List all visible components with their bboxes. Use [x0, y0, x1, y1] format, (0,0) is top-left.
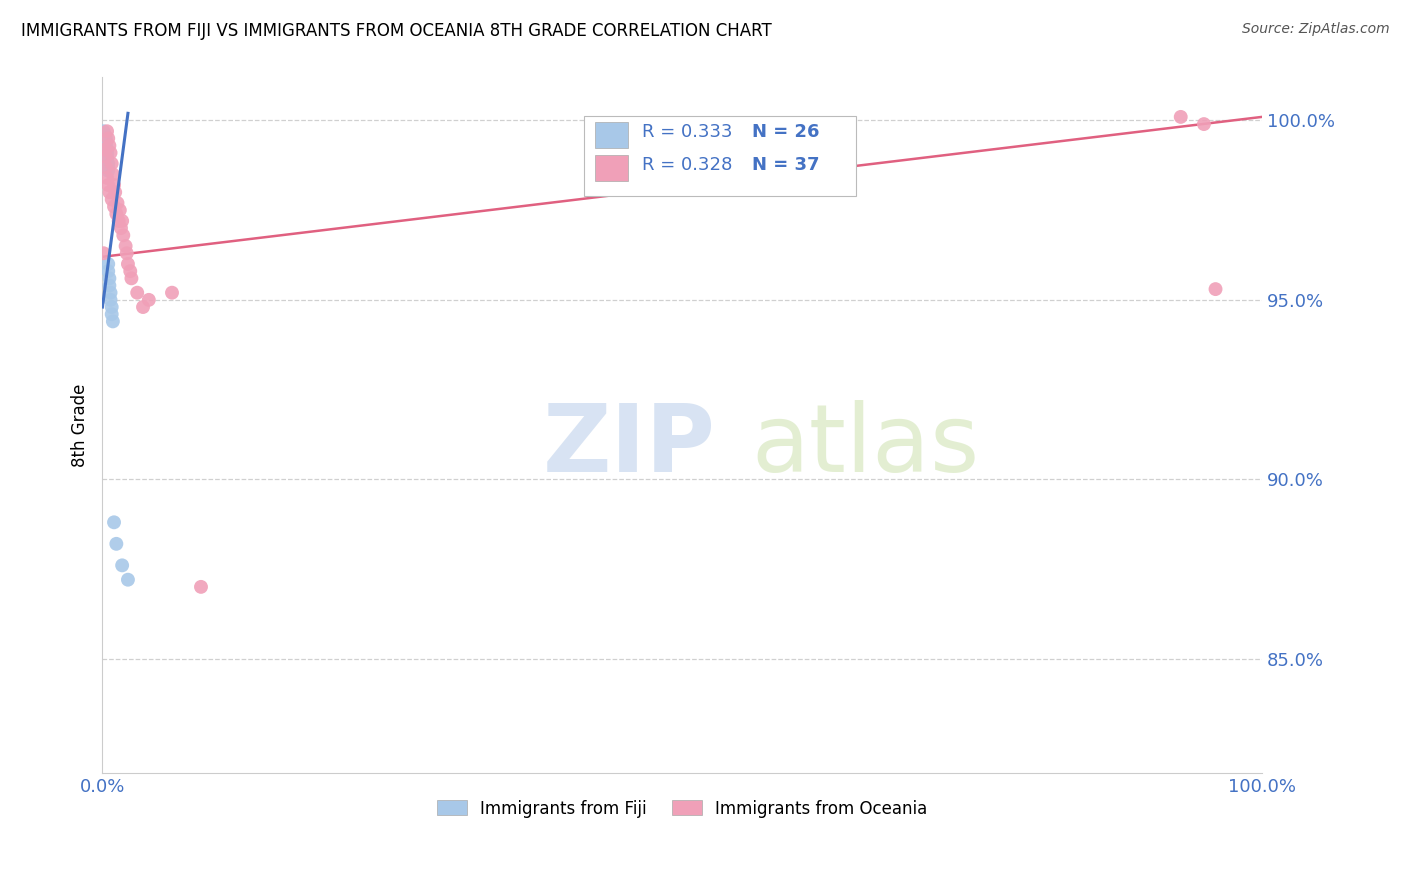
Point [115, 246, 138, 260]
Point [100, 145, 122, 160]
Point [117, 573, 139, 587]
Text: N = 26: N = 26 [752, 123, 820, 142]
Point [132, 300, 155, 314]
Point [127, 285, 149, 300]
Point [94, 135, 117, 149]
Point [138, 293, 160, 307]
Point [98, 278, 121, 293]
Point [94, 131, 117, 145]
Point [1170, 110, 1192, 124]
Point [100, 193, 122, 207]
Point [100, 300, 122, 314]
Point [101, 167, 124, 181]
Point [1192, 117, 1215, 131]
Point [97, 264, 120, 278]
Point [97, 131, 120, 145]
Point [114, 239, 136, 253]
Point [98, 186, 121, 200]
Text: IMMIGRANTS FROM FIJI VS IMMIGRANTS FROM OCEANIA 8TH GRADE CORRELATION CHART: IMMIGRANTS FROM FIJI VS IMMIGRANTS FROM … [21, 22, 772, 40]
Point [103, 178, 125, 192]
Point [105, 207, 128, 221]
Y-axis label: 8th Grade: 8th Grade [72, 384, 89, 467]
Text: ZIP: ZIP [543, 401, 716, 492]
Point [120, 271, 142, 285]
Point [96, 153, 118, 167]
Point [160, 285, 183, 300]
Point [111, 558, 134, 573]
Point [103, 200, 125, 214]
FancyBboxPatch shape [595, 154, 627, 181]
Point [103, 516, 125, 530]
Point [120, 264, 142, 278]
Point [98, 271, 121, 285]
Point [96, 149, 118, 163]
Point [107, 214, 129, 228]
Text: atlas: atlas [752, 401, 980, 492]
Text: N = 37: N = 37 [752, 156, 820, 174]
Point [98, 138, 121, 153]
Point [94, 138, 117, 153]
Point [96, 124, 118, 138]
Text: R = 0.328: R = 0.328 [641, 156, 733, 174]
Point [94, 131, 117, 145]
Point [190, 580, 212, 594]
Point [100, 156, 122, 170]
Point [107, 196, 129, 211]
Point [100, 285, 122, 300]
Point [104, 186, 127, 200]
Point [94, 160, 117, 174]
Text: Source: ZipAtlas.com: Source: ZipAtlas.com [1241, 22, 1389, 37]
Point [96, 170, 118, 185]
Point [96, 145, 118, 160]
Point [105, 537, 128, 551]
Point [94, 142, 117, 156]
Point [97, 163, 120, 178]
Point [110, 221, 132, 235]
FancyBboxPatch shape [583, 116, 856, 195]
Legend: Immigrants from Fiji, Immigrants from Oceania: Immigrants from Fiji, Immigrants from Oc… [430, 793, 934, 824]
Point [111, 214, 134, 228]
Point [100, 307, 122, 321]
FancyBboxPatch shape [595, 122, 627, 148]
Point [93, 124, 115, 138]
Point [108, 203, 131, 218]
Point [1205, 282, 1227, 296]
Point [97, 156, 120, 170]
Point [93, 246, 115, 260]
Point [94, 149, 117, 163]
Point [96, 142, 118, 156]
Text: R = 0.333: R = 0.333 [641, 123, 733, 142]
Point [117, 257, 139, 271]
Point [100, 293, 122, 307]
Point [97, 160, 120, 174]
Point [97, 178, 120, 192]
Point [94, 128, 117, 142]
Point [112, 228, 135, 243]
Point [97, 257, 120, 271]
Point [101, 314, 124, 328]
